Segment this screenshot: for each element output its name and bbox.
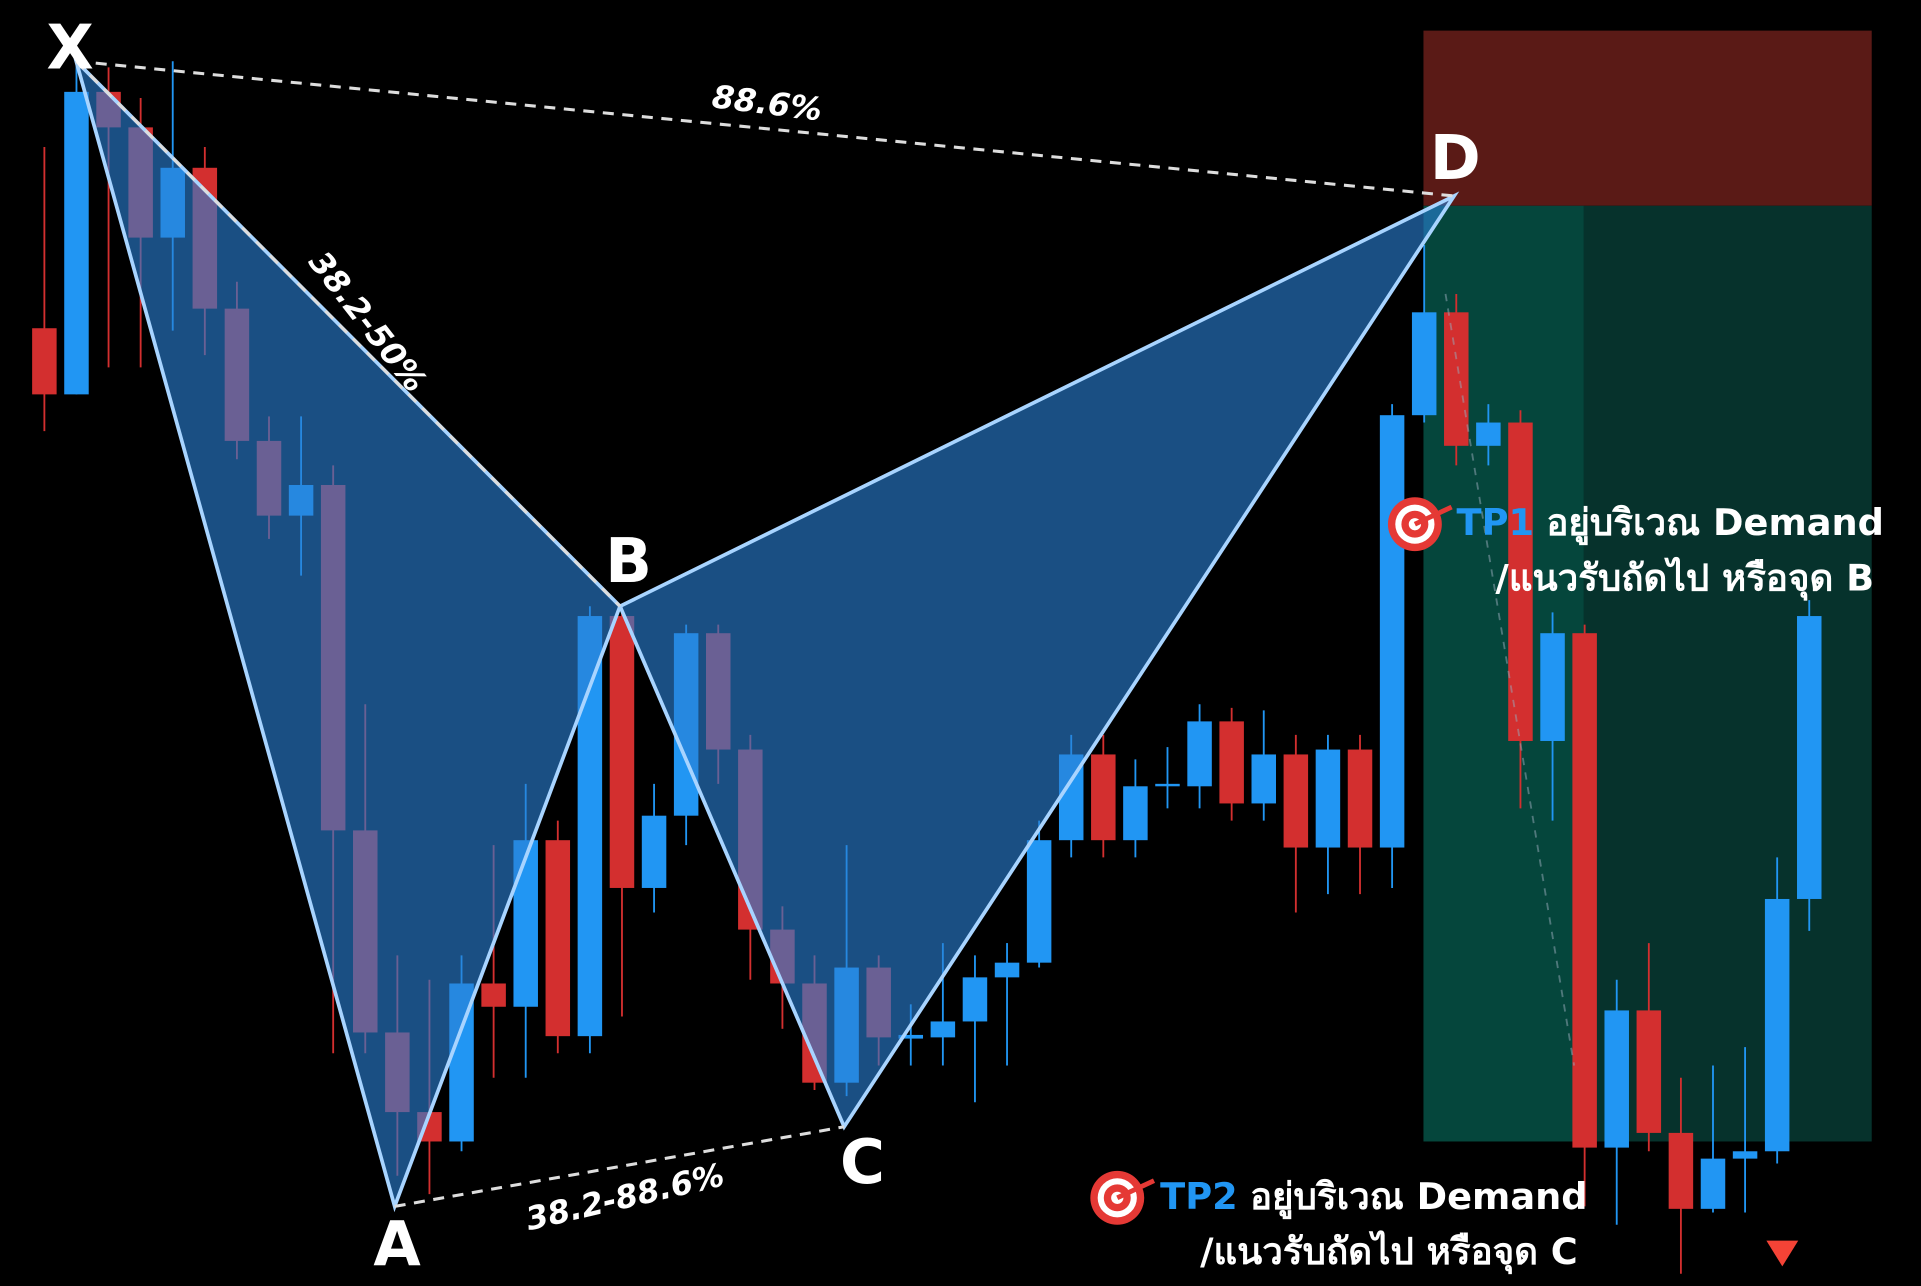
dashed-line — [76, 59, 1455, 198]
annotation: TP2 อยู่บริเวณ Demand — [1160, 1175, 1587, 1220]
candle-body — [609, 616, 635, 888]
point-label: C — [840, 1127, 885, 1198]
candle-body — [1187, 721, 1212, 787]
candle-body — [1123, 786, 1148, 841]
candle-body — [641, 815, 667, 888]
candle-body — [1636, 1010, 1662, 1133]
target-icon — [1387, 497, 1453, 552]
point-label: D — [1430, 123, 1481, 194]
dashed-line — [75, 60, 622, 608]
annotation-line: อยู่บริเวณ Demand — [1546, 501, 1884, 546]
candle-body — [1347, 749, 1373, 848]
candle-body — [1797, 616, 1822, 899]
bcd-triangle — [617, 191, 1460, 1131]
candle-body — [1668, 1132, 1694, 1209]
tp-tag: TP2 — [1160, 1175, 1238, 1218]
candle-body — [962, 977, 988, 1022]
point-label: A — [373, 1209, 421, 1280]
candle-body — [545, 840, 571, 1037]
point-label: X — [46, 13, 93, 84]
target-icon — [1090, 1170, 1156, 1225]
annotation-line: /แนวรับถัดไป หรือจุด C — [1200, 1230, 1578, 1275]
candle-body — [1444, 312, 1469, 446]
candle-body — [1411, 312, 1437, 416]
dashed-line — [1444, 293, 1576, 1066]
candle-body — [1379, 415, 1405, 848]
xab-triangle — [72, 54, 623, 1213]
candle-body — [1251, 754, 1276, 804]
candle-body — [1700, 1158, 1726, 1209]
candle-body — [1091, 754, 1116, 841]
candle-body — [64, 91, 89, 395]
down-arrow — [1766, 1240, 1799, 1267]
candle-body — [1026, 840, 1052, 963]
tp-tag: TP1 — [1457, 501, 1535, 544]
candle-body — [1764, 898, 1790, 1152]
candle-body — [1604, 1010, 1629, 1148]
candle-body — [1283, 754, 1309, 848]
dashed-line — [394, 1125, 845, 1208]
annotation-line: อยู่บริเวณ Demand — [1250, 1175, 1588, 1220]
candle-body — [1732, 1151, 1758, 1159]
target-zone — [1583, 205, 1872, 1142]
candle-body — [1476, 422, 1501, 446]
candle-body — [1219, 721, 1244, 804]
candle-body — [32, 328, 57, 395]
candle-body — [1572, 633, 1597, 1148]
candle-body — [994, 962, 1020, 978]
annotation: TP1 อยู่บริเวณ Demand — [1457, 501, 1884, 546]
candle-body — [898, 1034, 924, 1039]
candle-body — [1155, 783, 1180, 787]
candle-body — [1508, 422, 1533, 741]
point-label: B — [605, 526, 652, 597]
candle-body — [1540, 633, 1565, 741]
annotation-line: /แนวรับถัดไป หรือจุด B — [1495, 556, 1874, 601]
candle-body — [930, 1021, 956, 1038]
candle-body — [481, 983, 506, 1007]
stop-zone — [1423, 30, 1872, 206]
candle-body — [1315, 749, 1341, 848]
